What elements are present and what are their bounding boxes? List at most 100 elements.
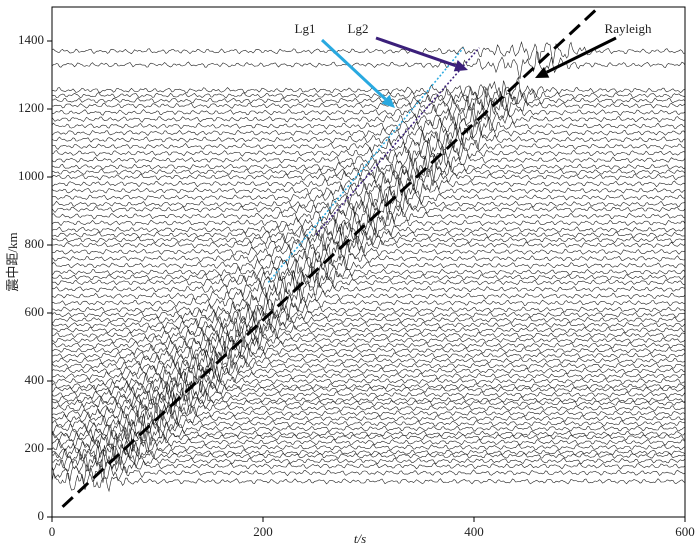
trace (52, 204, 685, 229)
arrow-head (535, 66, 550, 78)
phase-label: Lg2 (348, 21, 369, 36)
phase-label: Lg1 (295, 21, 316, 36)
trace (52, 256, 685, 279)
trace (52, 467, 685, 493)
trace (52, 176, 685, 204)
y-tick-label: 800 (25, 236, 45, 251)
trace (52, 325, 685, 348)
trace (52, 396, 685, 420)
trace (52, 134, 685, 158)
y-tick-label: 0 (38, 508, 45, 523)
trace (52, 217, 685, 241)
trace (52, 372, 685, 398)
trace (52, 164, 685, 191)
trace (52, 423, 685, 452)
trace (52, 50, 685, 79)
trace (52, 224, 685, 248)
trace (52, 302, 685, 325)
trace (52, 386, 685, 414)
trace (52, 299, 685, 322)
trace (52, 223, 685, 252)
phase-line (267, 47, 465, 283)
trace (52, 171, 685, 197)
trace (52, 275, 685, 304)
trace (52, 157, 685, 187)
phase-label: Rayleigh (605, 21, 652, 36)
trace (52, 402, 685, 426)
x-tick-label: 400 (464, 524, 484, 539)
phase-line (315, 47, 480, 236)
trace (52, 406, 685, 429)
arrow-head (453, 60, 468, 72)
trace (52, 445, 685, 472)
trace (52, 99, 685, 128)
trace (52, 137, 685, 168)
trace (52, 240, 685, 265)
y-tick-label: 200 (25, 440, 45, 455)
y-tick-label: 1400 (18, 32, 44, 47)
trace (52, 233, 685, 261)
phase-line (61, 9, 597, 508)
trace (52, 345, 685, 370)
trace (52, 154, 685, 178)
trace (52, 282, 685, 312)
trace (52, 413, 685, 440)
trace (52, 458, 685, 485)
trace (52, 422, 685, 446)
x-tick-label: 0 (49, 524, 56, 539)
trace (52, 265, 685, 292)
y-tick-label: 1000 (18, 168, 44, 183)
arrow-shaft (545, 36, 617, 74)
y-tick-label: 600 (25, 304, 45, 319)
trace (52, 116, 685, 140)
trace (52, 338, 685, 361)
trace (52, 102, 685, 131)
x-tick-label: 200 (253, 524, 273, 539)
trace (52, 440, 685, 466)
trace (52, 348, 685, 372)
trace (52, 453, 685, 483)
trace (52, 435, 685, 459)
trace (52, 192, 685, 221)
trace (52, 258, 685, 284)
trace (52, 309, 685, 338)
trace (52, 411, 685, 440)
plot-frame (51, 6, 686, 518)
trace (52, 76, 685, 103)
arrow-shaft (375, 36, 457, 68)
arrow-shaft (320, 38, 387, 101)
x-tick-label: 600 (675, 524, 695, 539)
trace (52, 363, 685, 386)
plot-area (52, 9, 685, 508)
arrow-head (381, 94, 395, 108)
trace (52, 243, 685, 271)
trace (52, 41, 685, 64)
trace (52, 148, 685, 176)
y-axis-label: 震中距/km (5, 232, 20, 291)
trace (52, 357, 685, 385)
trace (52, 211, 685, 236)
y-tick-label: 400 (25, 372, 45, 387)
trace (52, 428, 685, 455)
y-tick-label: 1200 (18, 100, 44, 115)
trace (52, 324, 685, 352)
x-axis-label: t/s (354, 531, 366, 546)
trace (52, 391, 685, 415)
trace (52, 370, 685, 394)
trace (52, 270, 685, 293)
trace (52, 445, 685, 467)
trace (52, 379, 685, 402)
trace (52, 87, 685, 111)
trace (52, 85, 685, 108)
trace (52, 290, 685, 313)
trace (52, 126, 685, 151)
trace (52, 308, 685, 333)
trace (52, 185, 685, 208)
trace (52, 94, 685, 117)
trace (52, 353, 685, 379)
trace (52, 335, 685, 358)
trace (52, 193, 685, 223)
trace (52, 317, 685, 344)
trace (52, 120, 685, 146)
